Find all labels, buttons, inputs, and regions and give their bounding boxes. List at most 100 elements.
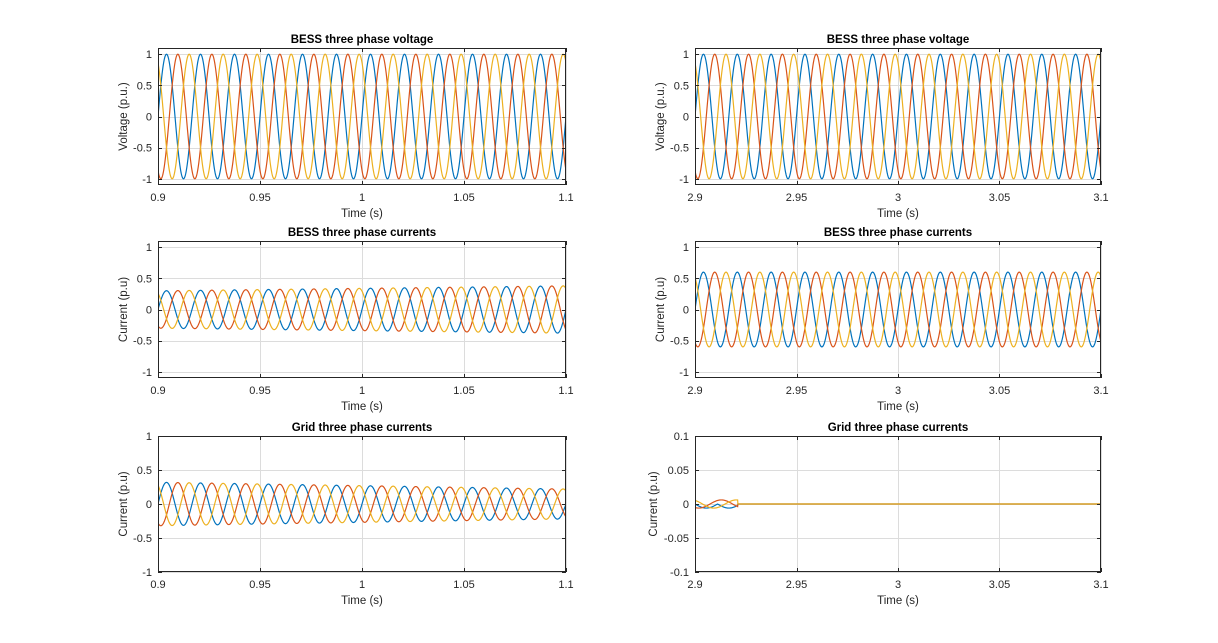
x-tick-label: 1	[359, 385, 365, 397]
y-tick-label: 1	[683, 242, 689, 254]
y-tick-label: -1	[142, 174, 152, 186]
y-axis-label: Current (p.u)	[648, 471, 660, 536]
subplot-2: 2.9 2.95 3 3.05 3.1 -1 -0.5 0 0.5 1 BESS three pha…	[655, 34, 1109, 220]
subplot-title: BESS three phase currents	[824, 227, 972, 239]
subplot-title: Grid three phase currents	[828, 422, 969, 434]
x-tick-label: 2.95	[786, 192, 807, 204]
series-line-phase-c	[695, 271, 1101, 348]
x-tick-label: 1.1	[558, 385, 573, 397]
x-axis-label: Time (s)	[877, 595, 919, 607]
series-line-phase-c	[158, 482, 566, 527]
x-tick-label: 3.05	[989, 579, 1010, 591]
x-axis-label: Time (s)	[877, 401, 919, 413]
series-line-phase-b	[158, 481, 566, 527]
x-tick-label: 1.05	[453, 579, 474, 591]
x-tick-label: 0.9	[150, 192, 165, 204]
y-tick-label: 1	[146, 49, 152, 61]
x-tick-label: 0.9	[150, 385, 165, 397]
y-tick-label: 0	[683, 499, 689, 511]
x-tick-label: 3	[895, 385, 901, 397]
y-tick-label: -1	[679, 367, 689, 379]
series-line-phase-b	[695, 53, 1101, 180]
y-tick-label: 0.5	[674, 80, 689, 92]
x-tick-label: 0.95	[249, 192, 270, 204]
x-tick-label: 2.95	[786, 385, 807, 397]
x-tick-label: 3.05	[989, 385, 1010, 397]
x-axis-label: Time (s)	[877, 208, 919, 220]
x-tick-label: 3	[895, 192, 901, 204]
x-tick-label: 3.05	[989, 192, 1010, 204]
y-tick-label: 0	[146, 112, 152, 124]
y-tick-label: 0	[683, 305, 689, 317]
subplot-1: 0.9 0.95 1 1.05 1.1 -1 -0.5 0 0.5 1 BESS three pha…	[118, 34, 574, 220]
y-tick-label: 0.05	[668, 465, 689, 477]
y-tick-label: -0.5	[670, 336, 689, 348]
plot-area	[695, 499, 1101, 509]
subplot-3: 0.9 0.95 1 1.05 1.1 -1 -0.5 0 0.5 1 BESS three pha…	[118, 227, 574, 413]
y-tick-label: 0	[146, 305, 152, 317]
series-line-phase-c	[695, 499, 1101, 509]
series-line-phase-a	[158, 481, 566, 526]
x-tick-label: 2.9	[687, 192, 702, 204]
y-tick-label: -0.5	[133, 336, 152, 348]
series-line-phase-c	[695, 53, 1101, 180]
plot-area	[158, 285, 566, 334]
x-tick-label: 3.1	[1093, 579, 1108, 591]
x-tick-label: 0.95	[249, 385, 270, 397]
y-tick-label: -0.05	[664, 533, 689, 545]
y-tick-label: -0.1	[670, 567, 689, 579]
y-tick-label: 1	[146, 431, 152, 443]
series-line-phase-a	[158, 53, 566, 180]
subplot-title: BESS three phase voltage	[291, 34, 434, 46]
y-axis-label: Current (p.u)	[118, 471, 130, 536]
plot-area	[695, 271, 1101, 348]
x-tick-label: 3.1	[1093, 192, 1108, 204]
x-tick-label: 2.9	[687, 579, 702, 591]
plot-area	[158, 481, 566, 527]
y-tick-label: 0.5	[137, 80, 152, 92]
subplot-title: Grid three phase currents	[292, 422, 433, 434]
plot-area	[695, 53, 1101, 180]
y-axis-label: Current (p.u)	[655, 277, 667, 342]
x-tick-label: 3.1	[1093, 385, 1108, 397]
y-tick-label: 0	[146, 499, 152, 511]
x-tick-label: 1	[359, 579, 365, 591]
y-tick-label: 0.5	[674, 273, 689, 285]
y-axis-label: Voltage (p.u.)	[655, 82, 667, 151]
subplot-title: BESS three phase voltage	[827, 34, 970, 46]
subplot-5: 0.9 0.95 1 1.05 1.1 -1 -0.5 0 0.5 1 Grid three pha…	[118, 422, 574, 607]
y-tick-label: -0.5	[133, 143, 152, 155]
x-tick-label: 0.9	[150, 579, 165, 591]
x-axis-label: Time (s)	[341, 595, 383, 607]
series-line-phase-a	[695, 53, 1101, 180]
x-tick-label: 3	[895, 579, 901, 591]
series-line-phase-a	[158, 285, 566, 334]
series-line-phase-a	[695, 271, 1101, 348]
y-axis-label: Current (p.u)	[118, 277, 130, 342]
y-tick-label: -0.5	[670, 143, 689, 155]
x-tick-label: 2.95	[786, 579, 807, 591]
series-line-phase-b	[695, 271, 1101, 348]
y-tick-label: 1	[683, 49, 689, 61]
subplot-4: 2.9 2.95 3 3.05 3.1 -1 -0.5 0 0.5 1 BESS three pha…	[655, 227, 1109, 413]
x-tick-label: 1	[359, 192, 365, 204]
y-tick-label: -1	[679, 174, 689, 186]
series-line-phase-c	[158, 285, 566, 334]
series-line-phase-b	[158, 53, 566, 180]
x-axis-label: Time (s)	[341, 401, 383, 413]
x-tick-label: 1.1	[558, 192, 573, 204]
y-tick-label: 0.1	[674, 431, 689, 443]
plot-area	[158, 53, 566, 180]
y-tick-label: 0.5	[137, 465, 152, 477]
y-tick-label: 1	[146, 242, 152, 254]
y-tick-label: 0	[683, 112, 689, 124]
y-tick-label: -1	[142, 367, 152, 379]
x-axis-label: Time (s)	[341, 208, 383, 220]
x-tick-label: 1.1	[558, 579, 573, 591]
x-tick-label: 2.9	[687, 385, 702, 397]
subplot-6: 2.9 2.95 3 3.05 3.1 -0.1 -0.05 0 0.05 0.1 Grid thr…	[648, 422, 1109, 607]
x-tick-label: 0.95	[249, 579, 270, 591]
y-tick-label: -0.5	[133, 533, 152, 545]
y-tick-label: 0.5	[137, 273, 152, 285]
